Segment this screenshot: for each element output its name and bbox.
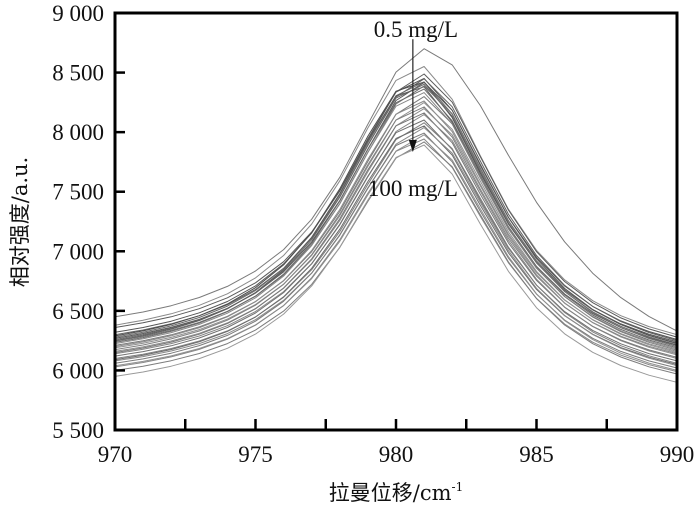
x-tick-label: 975 [238, 442, 273, 467]
spectrum-line-s12 [114, 88, 678, 349]
spectrum-line-s29 [114, 144, 678, 383]
y-tick-label: 7 000 [52, 239, 104, 264]
annotation-end-concentration: 100 mg/L [368, 176, 458, 201]
x-axis-title-superscript: -1 [452, 480, 464, 494]
y-tick-label: 7 500 [52, 180, 104, 205]
x-axis-title-text: 拉曼位移/cm [329, 481, 452, 505]
spectrum-line-s5 [114, 78, 678, 342]
y-axis-title: 相对强度/a.u. [8, 157, 32, 287]
x-tick-label: 985 [519, 442, 554, 467]
y-axis-ticks: 5 500 6 000 6 500 7 000 7 500 8 000 8 500 9 000 [52, 1, 125, 443]
y-tick-label: 8 000 [52, 120, 104, 145]
y-tick-label: 9 000 [52, 1, 104, 26]
x-tick-label: 990 [660, 442, 695, 467]
y-tick-label: 6 500 [52, 299, 104, 324]
spectrum-line-s21 [114, 119, 678, 362]
x-tick-label: 980 [379, 442, 414, 467]
spectrum-line-s2 [114, 66, 678, 336]
spectrum-line-s20 [114, 114, 678, 359]
spectrum-line-s27 [114, 138, 678, 373]
spectrum-line-s11 [114, 85, 678, 348]
spectrum-line-s10 [114, 86, 678, 346]
spectrum-line-s24 [114, 127, 678, 367]
plot-frame [113, 11, 679, 432]
y-tick-label: 8 500 [52, 61, 104, 86]
x-axis-title: 拉曼位移/cm-1 [329, 480, 463, 505]
spectrum-line-s22 [114, 122, 678, 364]
y-tick-label: 5 500 [52, 418, 104, 443]
spectrum-line-s25 [114, 132, 678, 369]
spectrum-line-s8 [114, 81, 678, 345]
arrow-head-icon [408, 140, 417, 153]
y-tick-label: 6 000 [52, 358, 104, 383]
spectrum-line-s23 [114, 125, 678, 365]
x-axis-ticks: 970 975 980 985 990 [98, 419, 695, 467]
spectrum-line-s7 [114, 81, 678, 344]
spectrum-line-s1 [114, 48, 678, 332]
spectrum-curves [114, 48, 678, 383]
x-tick-label: 970 [98, 442, 133, 467]
annotation-start-concentration: 0.5 mg/L [374, 17, 458, 42]
